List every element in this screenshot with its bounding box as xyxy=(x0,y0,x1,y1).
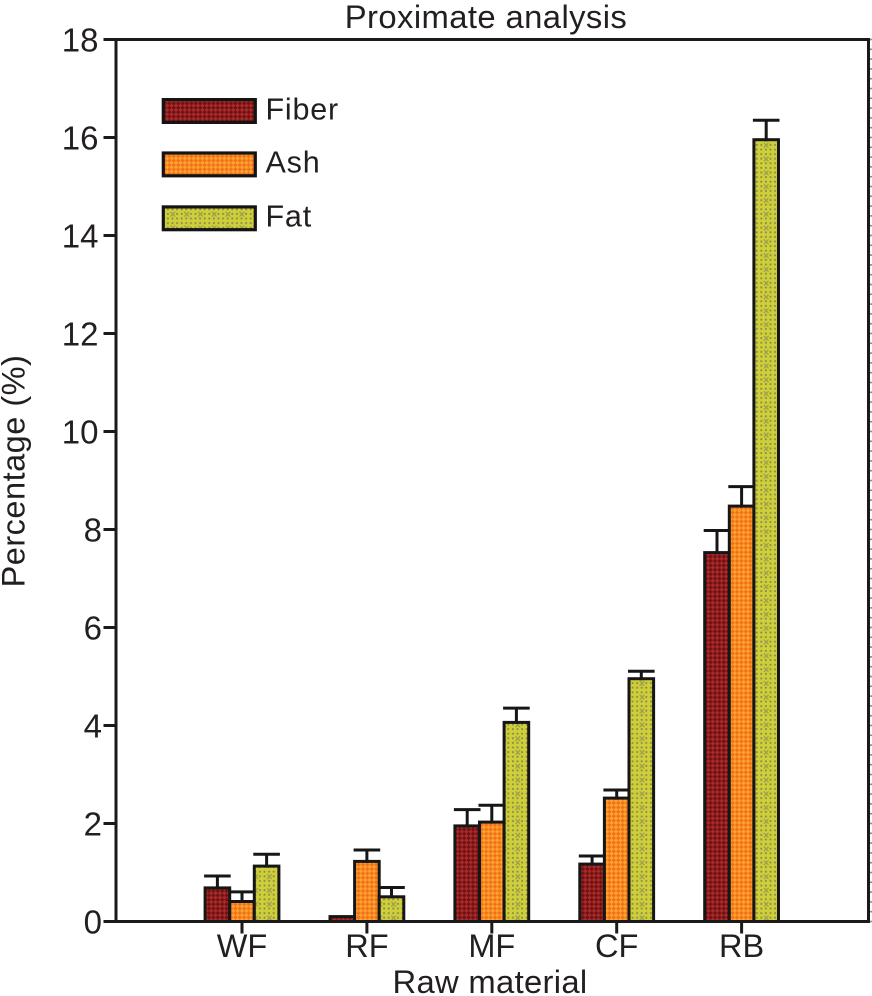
svg-text:4: 4 xyxy=(84,707,102,744)
svg-text:0: 0 xyxy=(84,903,102,940)
svg-text:18: 18 xyxy=(62,21,99,58)
svg-text:RB: RB xyxy=(719,928,764,964)
svg-text:14: 14 xyxy=(62,217,99,254)
svg-text:6: 6 xyxy=(84,609,102,646)
svg-text:Fiber: Fiber xyxy=(266,92,340,126)
svg-text:10: 10 xyxy=(62,413,99,450)
svg-text:MF: MF xyxy=(468,928,515,964)
svg-text:Raw material: Raw material xyxy=(393,963,588,996)
svg-text:Fat: Fat xyxy=(266,200,312,234)
svg-text:12: 12 xyxy=(62,315,99,352)
svg-text:CF: CF xyxy=(595,928,638,964)
svg-text:WF: WF xyxy=(217,928,268,964)
svg-text:RF: RF xyxy=(345,928,388,964)
svg-text:8: 8 xyxy=(84,511,102,548)
svg-text:Proximate analysis: Proximate analysis xyxy=(345,0,627,35)
svg-text:2: 2 xyxy=(84,805,102,842)
svg-text:Ash: Ash xyxy=(266,146,321,180)
svg-text:16: 16 xyxy=(62,119,99,156)
svg-text:Percentage (%): Percentage (%) xyxy=(0,355,32,588)
